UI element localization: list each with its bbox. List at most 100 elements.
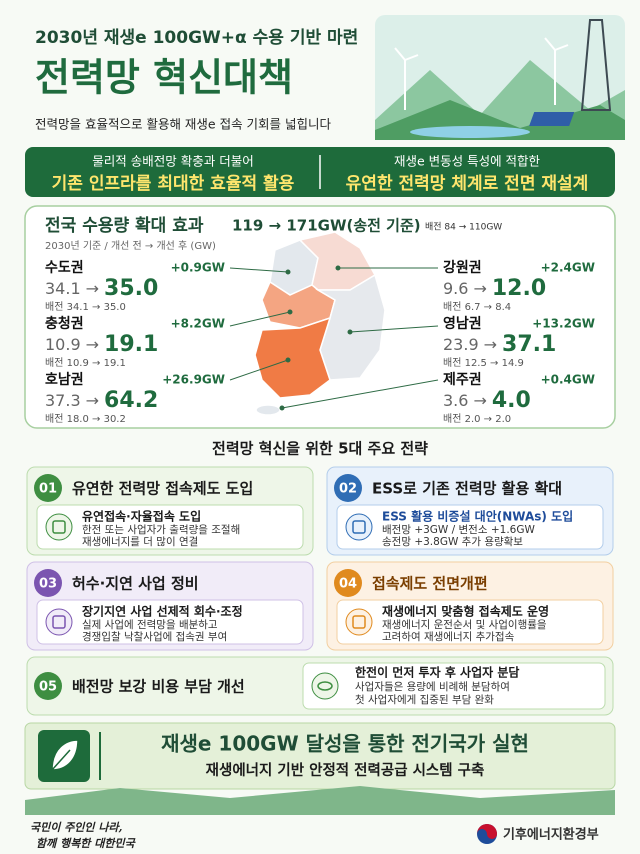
- strategy-detail-line: 실제 사업에 전력망을 배분하고: [82, 618, 218, 631]
- ministry-logo-top: [477, 824, 497, 839]
- conclusion-title: 재생e 100GW 달성을 통한 전기국가 실현: [161, 732, 529, 756]
- strategy-title: ESS로 기존 전력망 활용 확대: [372, 480, 562, 498]
- region-increase: +2.4GW: [541, 261, 595, 275]
- strategy-detail-line: 사업자들은 용량에 비례해 분담하여: [355, 680, 510, 693]
- strategy-title: 허수·지연 사업 정비: [72, 575, 199, 593]
- region-arrow: →: [473, 391, 486, 410]
- strategy-detail-box: [36, 504, 304, 550]
- strategy-number: 02: [339, 482, 357, 497]
- strategy-number: 01: [39, 482, 57, 497]
- leaf-shape: [51, 739, 79, 771]
- region-after: 37.1: [502, 332, 556, 357]
- strategy-icon: [45, 608, 73, 636]
- region-before: 9.6: [443, 279, 468, 298]
- banner-line1: 재생e 변동성 특성에 적합한: [394, 154, 541, 169]
- region-distribution: 배전 2.0 → 2.0: [443, 413, 511, 425]
- footer-slogan: 국민이 주인인 나라,: [30, 821, 123, 834]
- banner-line2: 유연한 전력망 체계로 전면 재설계: [346, 174, 589, 194]
- region-arrow: →: [484, 335, 497, 354]
- strategy-detail-title: 재생에너지 맞춤형 접속제도 운영: [382, 604, 549, 619]
- region-values: 9.6 → 12.0: [443, 276, 546, 301]
- region-increase: +13.2GW: [532, 317, 595, 331]
- strategy-icon-glyph: [52, 520, 66, 534]
- strategy-detail-title: ESS 활용 비증설 대안(NWAs) 도입: [382, 509, 573, 524]
- strategy-detail-box: [36, 599, 304, 645]
- strategy-number: 05: [39, 680, 57, 695]
- strategy-detail-box: [336, 504, 604, 550]
- capacity-title: 전국 수용량 확대 효과: [45, 216, 204, 236]
- header-description: 전력망을 효율적으로 활용해 재생e 접속 기회를 넓힙니다: [35, 117, 332, 132]
- strategy-icon-glyph: [52, 615, 66, 629]
- banner-line1: 물리적 송배전망 확충과 더불어: [92, 154, 253, 169]
- region-values: 34.1 → 35.0: [45, 276, 158, 301]
- strategy-badge: [34, 569, 62, 597]
- strategy-detail-line: 재생에너지를 더 많이 연결: [82, 536, 198, 548]
- strategy-detail-box: [336, 599, 604, 645]
- region-arrow: →: [473, 279, 486, 298]
- strategy-detail-line: 경쟁입찰 낙찰사업에 접속권 부여: [82, 630, 227, 643]
- region-after: 19.1: [104, 332, 158, 357]
- region-name: 제주권: [443, 372, 482, 388]
- strategy-badge: [34, 474, 62, 502]
- strategy-icon-glyph: [317, 681, 333, 691]
- region-name: 수도권: [45, 260, 84, 276]
- region-after: 12.0: [492, 276, 546, 301]
- strategy-detail-title: 한전이 먼저 투자 후 사업자 분담: [355, 665, 519, 680]
- region-distribution: 배전 10.9 → 19.1: [45, 357, 126, 369]
- conclusion-panel: [24, 722, 616, 790]
- strategy-icon-glyph: [352, 615, 366, 629]
- region-before: 37.3: [45, 391, 81, 410]
- strategy-icon: [311, 672, 339, 700]
- region-distribution: 배전 18.0 → 30.2: [45, 413, 126, 425]
- strategy-detail-line: 재생에너지 운전순서 및 사업이행률을: [382, 618, 547, 631]
- region-values: 37.3 → 64.2: [45, 388, 158, 413]
- strategy-icon: [345, 608, 373, 636]
- capacity-note: 2030년 기준 / 개선 전 → 개선 후 (GW): [45, 240, 216, 252]
- region-before: 34.1: [45, 279, 81, 298]
- strategy-badge: [334, 474, 362, 502]
- strategy-detail-title: 유연접속·자율접속 도입: [82, 509, 201, 524]
- region-distribution: 배전 12.5 → 14.9: [443, 357, 524, 369]
- strategy-badge: [34, 672, 62, 700]
- capacity-total: 119 → 171GW(송전 기준): [232, 217, 421, 235]
- conclusion-subtitle: 재생에너지 기반 안정적 전력공급 시스템 구축: [206, 761, 485, 779]
- ministry-name: 기후에너지환경부: [503, 827, 599, 843]
- region-arrow: →: [86, 391, 99, 410]
- region-name: 호남권: [45, 371, 84, 388]
- strategy-detail-line: 배전망 +3GW / 변전소 +1.6GW: [382, 524, 535, 536]
- header-subtitle: 2030년 재생e 100GW+α 수용 기반 마련: [35, 28, 358, 48]
- footer-hills: [25, 786, 615, 815]
- strategy-title: 배전망 보강 비용 부담 개선: [72, 678, 245, 696]
- strategy-detail-title: 장기지연 사업 선제적 회수·조정: [82, 604, 243, 619]
- strategy-detail-line: 첫 사업자에게 집중된 부담 완화: [355, 693, 494, 706]
- strategy-detail-box: [302, 662, 606, 710]
- strategy-icon: [345, 513, 373, 541]
- footer-slogan: 함께 행복한 대한민국: [36, 837, 137, 850]
- region-increase: +0.4GW: [541, 373, 595, 387]
- region-values: 23.9 → 37.1: [443, 332, 556, 357]
- region-name: 강원권: [443, 259, 482, 276]
- strategy-detail-line: 송전망 +3.8GW 추가 용량확보: [382, 535, 523, 548]
- banner-line2: 기존 인프라를 최대한 효율적 활용: [52, 173, 295, 194]
- region-name: 영남권: [443, 315, 482, 332]
- map-leader-lines: [229, 265, 439, 411]
- region-arrow: →: [86, 335, 99, 354]
- korea-map: [254, 231, 386, 416]
- landscape-illustration: [375, 15, 625, 140]
- header-title: 전력망 혁신대책: [35, 56, 293, 100]
- region-name: 충청권: [45, 316, 84, 332]
- strategy-number: 03: [39, 577, 57, 592]
- region-after: 64.2: [104, 388, 158, 413]
- region-distribution: 배전 34.1 → 35.0: [45, 301, 126, 313]
- strategy-title: 접속제도 전면개편: [372, 575, 488, 593]
- region-before: 3.6: [443, 391, 468, 410]
- region-before: 10.9: [45, 335, 81, 354]
- capacity-distribution: 배전 84 → 110GW: [425, 222, 502, 233]
- region-distribution: 배전 6.7 → 8.4: [443, 301, 511, 313]
- region-increase: +26.9GW: [162, 373, 225, 387]
- region-before: 23.9: [443, 335, 479, 354]
- region-increase: +0.9GW: [171, 261, 225, 275]
- region-after: 35.0: [104, 276, 158, 301]
